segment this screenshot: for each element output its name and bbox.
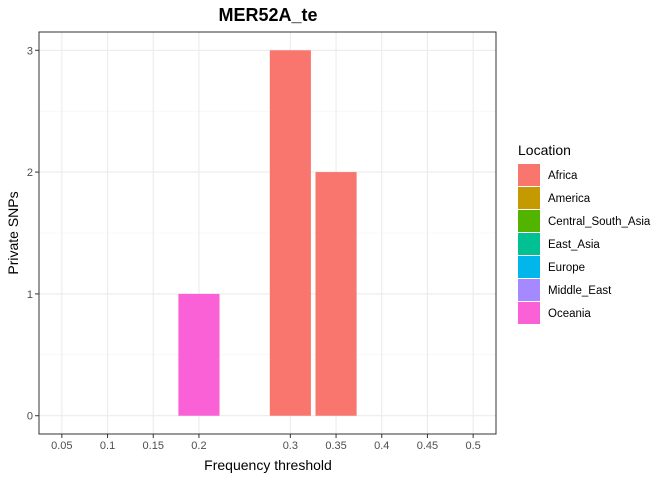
legend-label: Central_South_Asia xyxy=(548,216,651,228)
x-tick-label: 0.15 xyxy=(143,440,164,452)
grid-lines xyxy=(39,32,496,434)
legend: Location Africa America Central_South_Asia… xyxy=(518,142,651,324)
bar-oceania-0.2 xyxy=(178,293,220,416)
y-tick-label: 0 xyxy=(27,411,33,423)
y-axis-title: Private SNPs xyxy=(5,191,21,274)
legend-label: America xyxy=(548,193,591,205)
legend-label: Europe xyxy=(548,262,585,274)
x-tick-label: 0.5 xyxy=(466,440,481,452)
legend-key-middle-east xyxy=(518,279,540,301)
chart-title: MER52A_te xyxy=(218,5,317,25)
legend-label: Middle_East xyxy=(548,285,612,297)
legend-key-africa xyxy=(518,164,540,186)
x-tick-label: 0.4 xyxy=(374,440,389,452)
x-tick-label: 0.05 xyxy=(51,440,72,452)
legend-key-oceania xyxy=(518,302,540,324)
legend-title: Location xyxy=(518,142,571,158)
legend-key-europe xyxy=(518,256,540,278)
legend-key-east-asia xyxy=(518,233,540,255)
legend-key-america xyxy=(518,187,540,209)
bar-africa-0.35 xyxy=(315,172,357,416)
plot-border xyxy=(38,31,497,435)
y-tick-label: 2 xyxy=(27,167,33,179)
x-axis: 0.05 0.1 0.15 0.2 0.3 0.35 0.4 0.45 0.5 xyxy=(51,434,481,452)
x-axis-title: Frequency threshold xyxy=(204,457,332,473)
y-tick-label: 1 xyxy=(27,289,33,301)
x-tick-label: 0.35 xyxy=(325,440,346,452)
legend-label: East_Asia xyxy=(548,239,600,251)
x-tick-label: 0.2 xyxy=(191,440,206,452)
x-tick-label: 0.3 xyxy=(283,440,298,452)
y-tick-label: 3 xyxy=(27,45,33,57)
legend-key-central-south-asia xyxy=(518,210,540,232)
bars xyxy=(178,50,357,416)
legend-label: Oceania xyxy=(548,308,591,320)
bar-africa-0.3 xyxy=(269,50,311,416)
legend-label: Africa xyxy=(548,170,578,182)
x-tick-label: 0.1 xyxy=(100,440,115,452)
y-axis: 0 1 2 3 xyxy=(27,45,39,423)
x-tick-label: 0.45 xyxy=(417,440,438,452)
